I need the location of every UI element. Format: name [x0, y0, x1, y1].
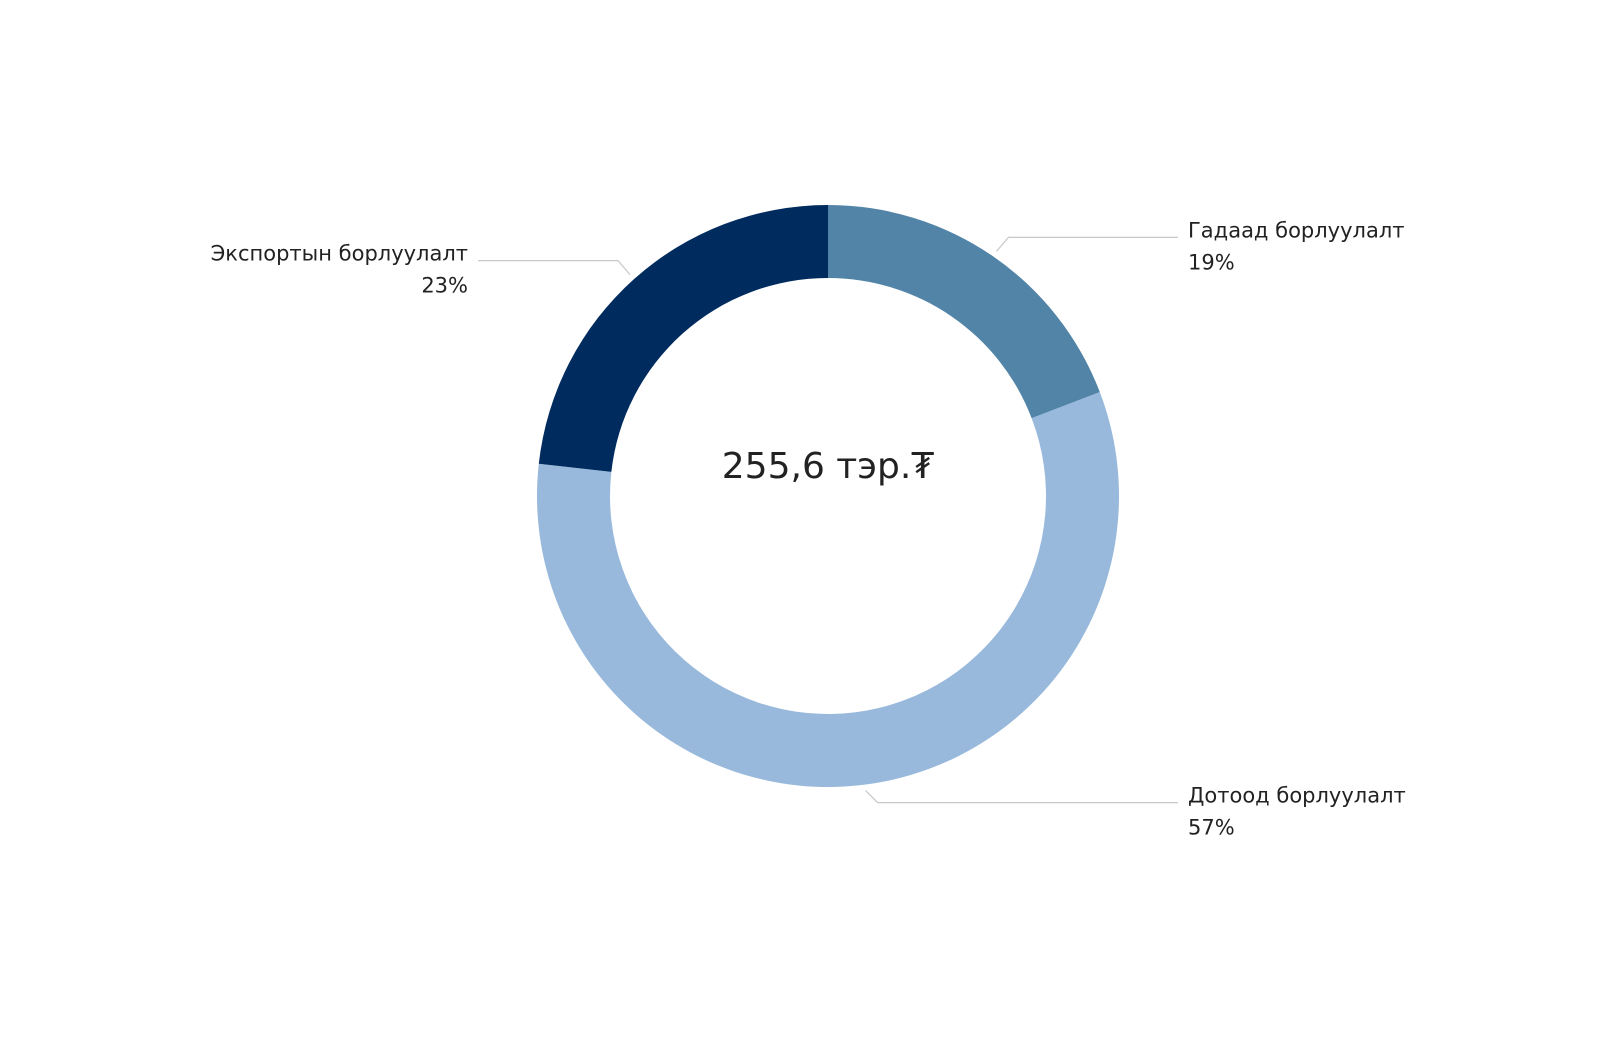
- slice-label: Экспортын борлуулалт: [211, 242, 468, 266]
- slice-label: Дотоод борлуулалт: [1188, 784, 1406, 808]
- donut-slice: [538, 205, 828, 472]
- value-label: 23%: [421, 274, 468, 298]
- donut-slice: [828, 205, 1100, 419]
- leader-line: [995, 236, 1178, 252]
- slice-label: Гадаад борлуулалт: [1188, 218, 1404, 242]
- value-label: 19%: [1188, 250, 1235, 274]
- center-label: 255,6 тэр.₮: [722, 446, 935, 487]
- leader-line: [865, 790, 1178, 804]
- value-label: 57%: [1188, 816, 1235, 840]
- donut-slice: [536, 392, 1119, 787]
- leader-line: [478, 260, 631, 276]
